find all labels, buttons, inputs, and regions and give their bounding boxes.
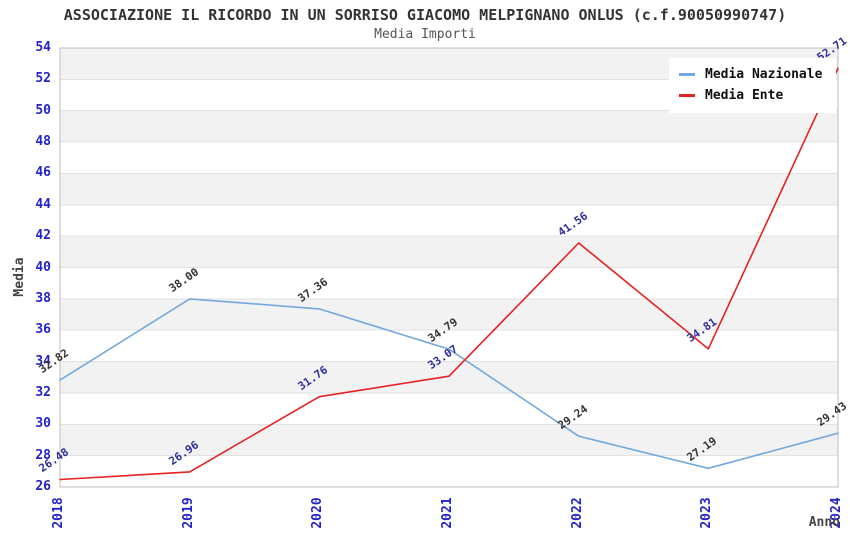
plot-band	[60, 361, 838, 393]
plot-border	[59, 47, 839, 488]
plot-band	[60, 173, 838, 205]
plot-band	[60, 455, 838, 487]
legend-label: Media Ente	[705, 88, 784, 103]
plot-band	[60, 298, 838, 331]
plot-band	[60, 392, 838, 425]
legend-line-swatch-icon	[679, 94, 695, 97]
plot-band	[60, 424, 838, 456]
plot-band	[60, 267, 838, 299]
chart-title: ASSOCIAZIONE IL RICORDO IN UN SORRISO GI…	[63, 6, 787, 24]
plot-band	[60, 236, 838, 268]
legend-label: Media Nazionale	[705, 67, 823, 82]
series-line-media-ente	[59, 67, 839, 481]
plot-band	[60, 110, 838, 143]
legend: Media Nazionale Media Ente	[669, 58, 837, 113]
legend-item-media-nazionale: Media Nazionale	[679, 64, 822, 85]
plot-band	[60, 204, 838, 237]
y-axis-title: Media	[12, 257, 27, 297]
legend-item-media-ente: Media Ente	[679, 85, 822, 106]
series-line-media-nazionale	[59, 298, 839, 470]
plot-band	[60, 142, 838, 174]
chart-subtitle: Media Importi	[374, 27, 476, 42]
legend-line-swatch-icon	[679, 73, 695, 76]
plot-band	[60, 330, 838, 362]
x-axis-title: Anno	[808, 515, 840, 530]
